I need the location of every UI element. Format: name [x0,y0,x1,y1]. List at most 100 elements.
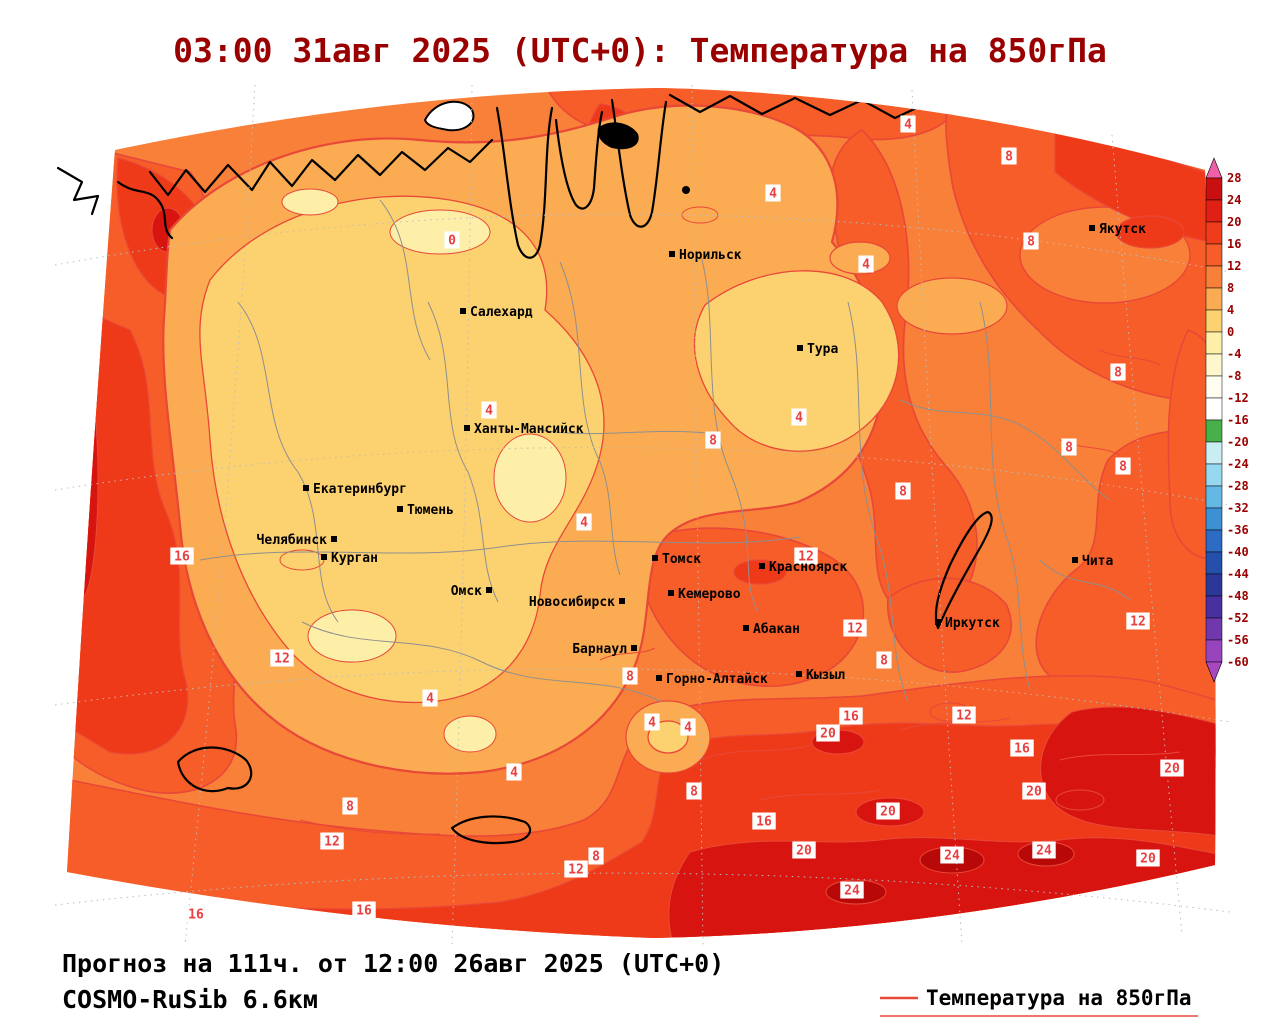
city-label: Челябинск [257,533,328,548]
temp-region [1040,706,1216,837]
colorbar-segment [1205,375,1223,399]
city-dot [303,485,309,491]
city-label: Курган [331,551,378,566]
contour-label-box [576,513,592,531]
city-dot [935,619,941,625]
legend-label: Температура на 850гПа [926,986,1192,1010]
contour-label-value: 8 [626,670,634,685]
contour-label-box [791,408,807,426]
city-label: Новосибирск [529,595,615,610]
admin-border [1039,559,1131,601]
contour-label-box [1023,232,1039,250]
contour-label-value: 24 [944,849,960,864]
contour-label-value: 4 [426,692,434,707]
coastline [56,166,100,216]
contour-label-value: 8 [690,785,698,800]
admin-border [899,399,1111,501]
contour-label-box [564,860,588,878]
contour-label-value: 8 [1119,460,1127,475]
temp-region [199,195,605,704]
graticule-line [54,446,1231,506]
graticule-line [451,84,473,946]
graticule-line [54,213,1231,273]
contour-label-value: 20 [1164,762,1180,777]
contour-label-value: 12 [798,550,814,565]
colorbar-tick: -16 [1227,413,1249,427]
contour-label-box [1022,782,1046,800]
city-label: Тура [807,342,838,357]
contour-label-value: 4 [510,766,518,781]
contour-label-value: 4 [795,411,803,426]
contour-line [599,647,656,661]
colorbar-tick: 12 [1227,259,1241,273]
city-label: Чита [1082,554,1113,569]
contour-label-value: 12 [1130,615,1146,630]
contour-label-value: 4 [648,716,656,731]
colorbar-segment [1205,507,1223,531]
colorbar-segment [1205,595,1223,619]
coastlines [116,93,993,845]
colorbar-tick: 28 [1227,171,1241,185]
city-dot [796,671,802,677]
forecast-info: Прогноз на 111ч. от 12:00 26авг 2025 (UT… [62,949,724,978]
colorbar-tick: -48 [1227,589,1249,603]
contour-label-value: 4 [580,516,588,531]
contour-label-box [794,547,818,565]
contour-label-value: 20 [796,844,812,859]
contour-label-box [1001,147,1017,165]
temp-region [281,188,339,216]
colorbar-tick: -28 [1227,479,1249,493]
city-label: Кызыл [806,668,845,683]
contour-label-value: 8 [1114,366,1122,381]
graticule [54,84,1231,946]
graticule-line [54,872,1231,913]
contour-label-box [644,713,660,731]
contour-label-box [752,812,776,830]
contour-label-box [680,718,696,736]
graticule-line [1111,134,1183,936]
contour-line [699,744,811,761]
admin-border [379,199,431,361]
contour-label-value: 16 [188,908,204,923]
contour-line [1055,789,1105,811]
model-info: COSMO-RuSib 6.6км [62,985,318,1014]
colorbar-tick: -24 [1227,457,1249,471]
contour-label-value: 20 [820,727,836,742]
contour-label-box [1110,363,1126,381]
colorbar-segment [1205,287,1223,311]
contour-label-value: 8 [1027,235,1035,250]
colorbar-tick: -52 [1227,611,1249,625]
city-label: Ханты-Мансийск [474,422,584,437]
contour-label-box [184,905,208,923]
contour-label-value: 16 [356,904,372,919]
contour-label-value: 4 [904,118,912,133]
contour-label-box [876,802,900,820]
temp-region [886,577,1012,673]
contour-label-box [622,667,638,685]
contour-label-box [765,184,781,202]
city-label: Иркутск [945,616,1000,631]
city-dot [331,536,337,542]
temp-region [733,559,787,585]
contour-label-value: 20 [1026,785,1042,800]
contour-label-box [1126,612,1150,630]
colorbar-segment [1205,243,1223,267]
colorbar-segment [1205,617,1223,641]
city-label: Горно-Алтайск [666,672,768,687]
colorbar-segment [1205,639,1223,663]
contour-line [759,789,881,801]
contour-label-box [839,707,863,725]
taz-bay [554,110,604,210]
contour-label-box [858,255,874,273]
colorbar-segment [1205,177,1223,201]
colorbar-tick: 4 [1227,303,1234,317]
contour-label-value: 8 [1065,441,1073,456]
colorbar-tick: -4 [1227,347,1241,361]
colorbar-segment [1205,485,1223,509]
contour-label-box [705,431,721,449]
admin-border [237,301,339,623]
contour-label-box [481,401,497,419]
contour-label-box [895,482,911,500]
city-label: Красноярск [769,560,847,575]
